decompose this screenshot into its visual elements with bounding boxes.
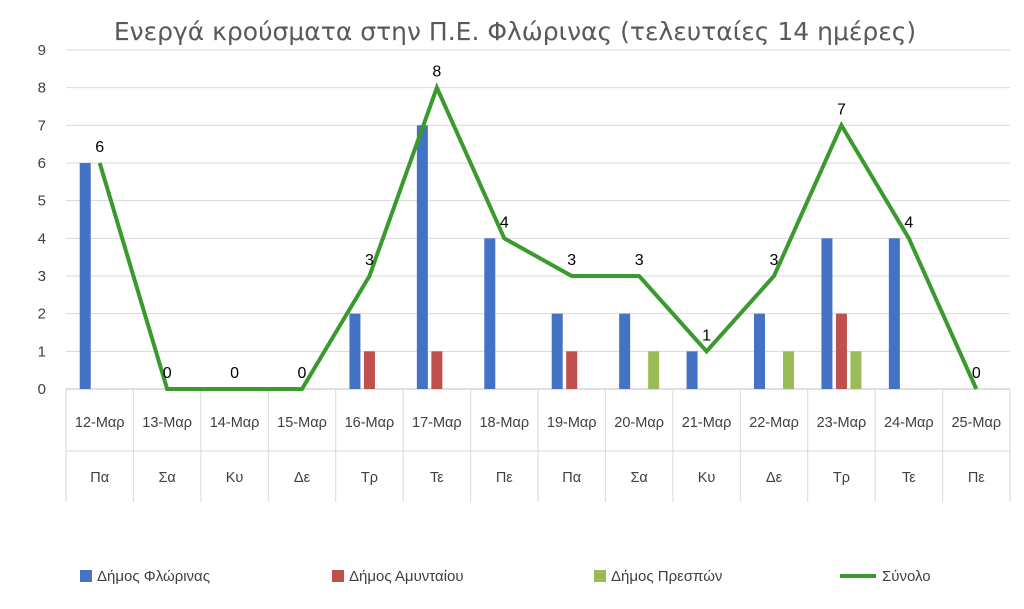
y-tick-label: 1: [38, 343, 46, 360]
x-tick-label: 24-Μαρ: [884, 415, 934, 431]
bar: [783, 351, 794, 389]
data-label: 3: [567, 252, 576, 269]
y-tick-label: 5: [38, 193, 46, 210]
x-day-label: Σα: [158, 470, 175, 486]
x-tick-label: 25-Μαρ: [951, 415, 1001, 431]
y-tick-label: 2: [38, 306, 46, 323]
bar: [888, 238, 900, 389]
x-day-label: Πε: [968, 470, 985, 486]
data-label: 0: [972, 365, 981, 382]
y-tick-label: 4: [38, 230, 46, 247]
bar: [349, 313, 361, 389]
legend-label: Δήμος Αμυνταίου: [349, 568, 464, 585]
y-tick-label: 9: [38, 42, 46, 59]
legend-swatch: [332, 570, 344, 582]
x-tick-label: 19-Μαρ: [547, 415, 597, 431]
x-day-label: Δε: [766, 470, 783, 486]
category-table: 12-Μαρ Πα 13-Μαρ Σα 14-Μαρ Κυ 15-Μαρ Δε 16-Μαρ Τρ…: [65, 389, 1011, 502]
y-tick-label: 3: [38, 268, 46, 285]
bar: [821, 238, 833, 389]
y-tick-label: 6: [38, 155, 46, 172]
bar: [686, 351, 698, 389]
x-tick-label: 12-Μαρ: [75, 415, 125, 431]
x-tick-label: 21-Μαρ: [682, 415, 732, 431]
x-day-label: Πα: [90, 470, 109, 486]
data-label: 0: [298, 365, 307, 382]
bar: [850, 351, 862, 389]
bar: [416, 125, 428, 389]
bar: [484, 238, 496, 389]
data-label: 3: [770, 252, 779, 269]
bar: [551, 313, 563, 389]
x-tick-label: 23-Μαρ: [817, 415, 867, 431]
data-label: 0: [230, 365, 239, 382]
bar: [363, 351, 375, 389]
x-tick-label: 14-Μαρ: [210, 415, 260, 431]
data-label: 0: [163, 365, 172, 382]
legend-label: Δήμος Πρεσπών: [611, 568, 722, 585]
bar: [566, 351, 578, 389]
x-tick-label: 13-Μαρ: [142, 415, 192, 431]
x-tick-label: 17-Μαρ: [412, 415, 462, 431]
data-label: 1: [702, 327, 711, 344]
chart-title: Ενεργά κρούσματα στην Π.Ε. Φλώρινας (τελ…: [114, 17, 916, 46]
x-day-label: Τρ: [833, 470, 850, 486]
legend-swatch: [80, 570, 92, 582]
total-line: [97, 82, 979, 391]
x-day-label: Τε: [902, 470, 916, 486]
x-day-label: Σα: [630, 470, 647, 486]
bar: [431, 351, 443, 389]
legend-label: Δήμος Φλώρινας: [97, 568, 210, 585]
data-label: 7: [837, 101, 846, 118]
x-tick-label: 20-Μαρ: [614, 415, 664, 431]
x-day-label: Δε: [294, 470, 311, 486]
data-label: 4: [904, 214, 913, 231]
legend-label: Σύνολο: [882, 568, 931, 585]
y-tick-label: 7: [38, 117, 46, 134]
x-tick-label: 22-Μαρ: [749, 415, 799, 431]
legend-swatch: [594, 570, 606, 582]
data-label: 8: [432, 64, 441, 81]
x-day-label: Κυ: [698, 470, 716, 486]
bar: [648, 351, 660, 389]
bar: [835, 313, 847, 389]
data-label: 6: [95, 139, 104, 156]
data-label: 3: [635, 252, 644, 269]
legend: Δήμος Φλώρινας Δήμος Αμυνταίου Δήμος Πρεσπ…: [80, 568, 931, 585]
bar: [754, 313, 765, 389]
bar: [619, 313, 631, 389]
data-label-layer: 6 0 0 0 3 8 4 3 3 1 3 7 4 0: [95, 64, 981, 382]
x-day-label: Πε: [496, 470, 513, 486]
x-tick-label: 15-Μαρ: [277, 415, 327, 431]
x-day-label: Κυ: [226, 470, 244, 486]
x-day-label: Πα: [562, 470, 581, 486]
line-layer: [97, 82, 979, 391]
bar-layer: [79, 125, 900, 389]
y-tick-label: 0: [38, 381, 46, 398]
bar: [79, 163, 91, 389]
data-label: 3: [365, 252, 374, 269]
x-tick-label: 18-Μαρ: [479, 415, 529, 431]
y-tick-label: 8: [38, 80, 46, 97]
x-day-label: Τρ: [361, 470, 378, 486]
data-label: 4: [500, 214, 509, 231]
x-day-label: Τε: [430, 470, 444, 486]
x-tick-label: 16-Μαρ: [345, 415, 395, 431]
